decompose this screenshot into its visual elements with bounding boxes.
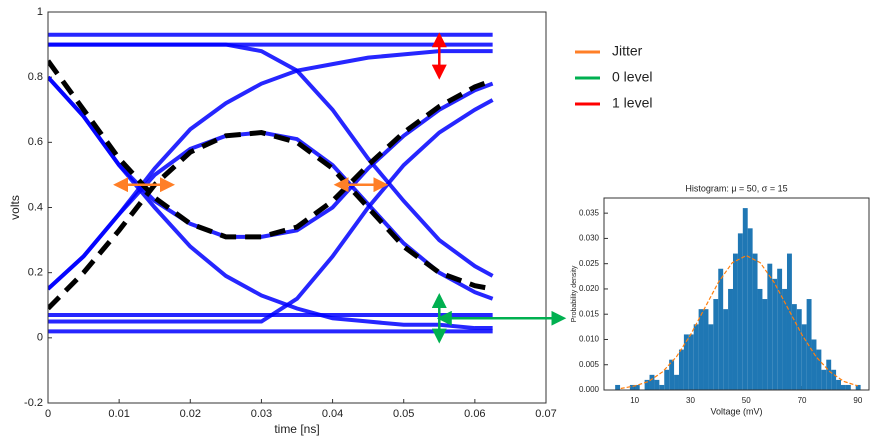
- hist-bar: [659, 384, 665, 390]
- hist-bar: [762, 299, 768, 390]
- hist-bar: [723, 309, 729, 390]
- hist-bar: [664, 369, 670, 390]
- y-tick-label: 1: [37, 6, 43, 18]
- density-curve: [620, 254, 859, 390]
- hist-bar: [845, 384, 851, 390]
- hist-bar: [757, 288, 763, 390]
- x-tick-label: 10: [630, 396, 639, 405]
- hist-bar: [840, 384, 846, 390]
- hist-bar: [855, 384, 861, 390]
- hist-bar: [718, 268, 724, 390]
- hist-bar: [634, 384, 640, 390]
- x-tick-label: 0.05: [393, 408, 414, 420]
- hist-bar: [674, 374, 679, 390]
- legend-label: Jitter: [612, 43, 643, 59]
- hist-bar: [693, 324, 699, 390]
- hist-bar: [816, 349, 822, 390]
- hist-bar: [831, 369, 837, 390]
- x-tick-label: 0.04: [322, 408, 343, 420]
- x-tick-label: 0.07: [535, 408, 556, 420]
- x-tick-label: 0: [45, 408, 51, 420]
- x-tick-label: 30: [686, 396, 695, 405]
- hist-bar: [767, 263, 773, 390]
- hist-bar: [811, 339, 817, 390]
- y-tick-label: 0.000: [579, 385, 600, 394]
- y-tick-label: 0.020: [579, 284, 600, 293]
- hist-bar: [777, 268, 783, 390]
- hist-bar: [732, 253, 738, 390]
- x-tick-label: 0.02: [180, 408, 201, 420]
- x-tick-label: 0.03: [251, 408, 272, 420]
- y-tick-label: 0: [37, 332, 43, 344]
- hist-bar: [629, 384, 635, 390]
- dashed-curve: [48, 59, 494, 240]
- hist-bar: [752, 253, 758, 390]
- x-tick-label: 90: [853, 396, 862, 405]
- y-tick-label: 0.2: [28, 267, 43, 279]
- y-tick-label: 0.010: [579, 335, 600, 344]
- y-tick-label: 0.8: [28, 71, 43, 83]
- hist-bar: [669, 359, 675, 390]
- y-axis-label: Probability density: [571, 265, 578, 322]
- dashed-curve: [48, 130, 494, 311]
- hist-bar: [644, 379, 650, 390]
- hist-bar: [713, 299, 719, 390]
- eye-trace: [48, 42, 494, 278]
- y-tick-label: 0.6: [28, 136, 43, 148]
- y-tick-label: 0.035: [579, 208, 600, 217]
- hist-bar: [836, 379, 841, 390]
- y-tick-label: 0.015: [579, 309, 600, 318]
- plot-area: [48, 12, 546, 403]
- hist-bar: [708, 324, 714, 390]
- x-tick-label: 0.06: [464, 408, 485, 420]
- x-axis-label: time [ns]: [274, 422, 319, 436]
- hist-bar: [826, 359, 832, 390]
- chart-title: Histogram: μ = 50, σ = 15: [685, 183, 787, 193]
- hist-bar: [821, 369, 827, 390]
- hist-bar: [649, 374, 655, 390]
- y-tick-label: 0.4: [28, 201, 43, 213]
- legend-label: 0 level: [612, 69, 652, 85]
- hist-bar: [786, 253, 792, 390]
- x-tick-label: 0.01: [108, 408, 129, 420]
- eye-trace: [48, 98, 494, 324]
- hist-bar: [742, 208, 748, 390]
- hist-bar: [796, 309, 802, 390]
- x-axis-label: Voltage (mV): [710, 406, 762, 416]
- hist-bar: [703, 309, 709, 390]
- hist-bar: [698, 309, 704, 390]
- x-tick-label: 50: [742, 396, 751, 405]
- hist-bar: [728, 288, 733, 390]
- hist-bar: [782, 288, 787, 390]
- hist-bar: [791, 304, 797, 390]
- y-axis-label: volts: [8, 195, 22, 220]
- hist-bar: [737, 233, 743, 390]
- y-tick-label: -0.2: [24, 397, 43, 409]
- legend-label: 1 level: [612, 95, 652, 111]
- hist-bar: [615, 384, 621, 390]
- plot-frame: [603, 197, 870, 391]
- hist-bar: [654, 379, 660, 390]
- hist-bar: [772, 278, 778, 390]
- y-tick-label: 0.005: [579, 360, 600, 369]
- hist-bar: [801, 324, 807, 390]
- x-tick-label: 70: [798, 396, 807, 405]
- hist-bar: [688, 334, 694, 390]
- hist-bar: [806, 299, 812, 390]
- hist-bar: [678, 349, 684, 390]
- y-tick-label: 0.025: [579, 259, 600, 268]
- hist-bar: [747, 228, 753, 390]
- plot-frame: [47, 11, 547, 404]
- hist-bar: [683, 334, 689, 390]
- y-tick-label: 0.030: [579, 234, 600, 243]
